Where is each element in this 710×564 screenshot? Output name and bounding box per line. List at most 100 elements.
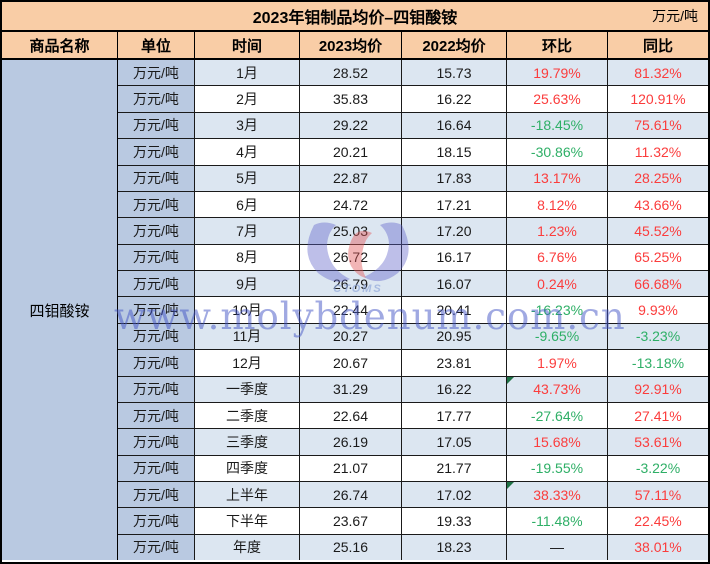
table-row: 万元/吨 8月 26.72 16.17 6.76% 65.25% bbox=[118, 244, 708, 271]
col-header-yoy: 同比 bbox=[642, 37, 673, 55]
col-header-avg-2022: 2022均价 bbox=[402, 32, 507, 58]
cell-avg-2022: 18.15 bbox=[402, 139, 507, 165]
table-rows: 万元/吨 1月 28.52 15.73 19.79% 81.32% 万元/吨 2… bbox=[118, 60, 708, 561]
cell-avg-2023: 20.67 bbox=[300, 350, 402, 376]
cell-avg-2023: 21.07 bbox=[300, 455, 402, 481]
cell-period: 年度 bbox=[195, 534, 300, 561]
cell-yoy: 120.91% bbox=[630, 91, 686, 108]
table-title-bar: 2023年钼制品均价–四钼酸铵 万元/吨 bbox=[2, 2, 708, 32]
cell-avg-2022: 18.23 bbox=[402, 534, 507, 561]
cell-period: 四季度 bbox=[195, 455, 300, 481]
product-name-cell: 四钼酸铵 bbox=[2, 60, 118, 560]
cell-unit: 万元/吨 bbox=[118, 297, 195, 323]
cell-mom: 1.23% bbox=[507, 218, 608, 244]
cell-avg-2023: 31.29 bbox=[300, 376, 402, 402]
cell-avg-2022: 16.22 bbox=[402, 86, 507, 112]
table-header-row: 商品名称 单位 时间 2023均价 2022均价 环比 同比 bbox=[2, 32, 708, 60]
cell-mom: -16.23% bbox=[507, 297, 608, 323]
table-row: 万元/吨 2月 35.83 16.22 25.63% 120.91% bbox=[118, 86, 708, 113]
cell-avg-2022: 23.81 bbox=[402, 350, 507, 376]
cell-mom: -9.65% bbox=[507, 323, 608, 350]
cell-avg-2023: 26.19 bbox=[300, 429, 402, 455]
cell-yoy: 57.11% bbox=[608, 482, 708, 508]
table-row: 万元/吨 四季度 21.07 21.77 -19.55% -3.22% bbox=[118, 455, 708, 482]
cell-mom: 1.97% bbox=[507, 350, 608, 376]
table-row: 万元/吨 三季度 26.19 17.05 15.68% 53.61% bbox=[118, 429, 708, 456]
cell-unit: 万元/吨 bbox=[118, 86, 195, 112]
cell-yoy: 92.91% bbox=[608, 376, 708, 402]
cell-avg-2023: 25.03 bbox=[300, 218, 402, 244]
cell-period: 4月 bbox=[195, 139, 300, 165]
cell-mom: -27.64% bbox=[507, 402, 608, 429]
col-header-product: 商品名称 bbox=[2, 32, 118, 58]
table-row: 万元/吨 年度 25.16 18.23 — 38.01% bbox=[118, 534, 708, 561]
table-row: 万元/吨 7月 25.03 17.20 1.23% 45.52% bbox=[118, 218, 708, 245]
cell-avg-2022: 15.73 bbox=[402, 60, 507, 86]
cell-period: 11月 bbox=[195, 323, 300, 350]
table-row: 万元/吨 下半年 23.67 19.33 -11.48% 22.45% bbox=[118, 508, 708, 535]
cell-mom-with-note-marker: 38.33% bbox=[507, 482, 608, 508]
cell-period: 一季度 bbox=[195, 376, 300, 402]
cell-avg-2022: 20.41 bbox=[402, 297, 507, 323]
cell-avg-2023: 28.52 bbox=[300, 60, 402, 86]
table-row: 万元/吨 二季度 22.64 17.77 -27.64% 27.41% bbox=[118, 402, 708, 430]
cell-avg-2022: 20.95 bbox=[402, 323, 507, 350]
table-row: 万元/吨 4月 20.21 18.15 -30.86% 11.32% bbox=[118, 139, 708, 166]
col-header-unit: 单位 bbox=[118, 32, 195, 58]
cell-avg-2023: 35.83 bbox=[300, 86, 402, 112]
cell-avg-2023: 26.72 bbox=[300, 244, 402, 270]
cell-mom: -11.48% bbox=[507, 508, 608, 534]
cell-avg-2022: 17.21 bbox=[402, 191, 507, 218]
cell-yoy: 53.61% bbox=[608, 429, 708, 455]
cell-avg-2022: 17.02 bbox=[402, 482, 507, 508]
cell-unit: 万元/吨 bbox=[118, 482, 195, 508]
cell-period: 三季度 bbox=[195, 429, 300, 455]
cell-period: 二季度 bbox=[195, 402, 300, 429]
cell-unit: 万元/吨 bbox=[118, 112, 195, 139]
cell-mom: — bbox=[507, 534, 608, 561]
cell-unit: 万元/吨 bbox=[118, 534, 195, 561]
table-row: 万元/吨 12月 20.67 23.81 1.97% -13.18% bbox=[118, 350, 708, 377]
cell-yoy: 75.61% bbox=[608, 112, 708, 139]
cell-yoy: 45.52% bbox=[608, 218, 708, 244]
cell-period: 8月 bbox=[195, 244, 300, 270]
cell-avg-2023: 29.22 bbox=[300, 112, 402, 139]
table-row: 万元/吨 10月 22.44 20.41 -16.23% 9.93% bbox=[118, 297, 708, 324]
cell-period: 12月 bbox=[195, 350, 300, 376]
cell-avg-2023: 22.87 bbox=[300, 165, 402, 191]
col-header-avg-2023: 2023均价 bbox=[300, 32, 402, 58]
cell-mom: 25.63% bbox=[507, 86, 608, 112]
cell-unit: 万元/吨 bbox=[118, 218, 195, 244]
cell-yoy: 81.32% bbox=[608, 60, 708, 86]
cell-avg-2022: 21.77 bbox=[402, 455, 507, 481]
cell-yoy: 38.01% bbox=[608, 534, 708, 561]
cell-mom: -30.86% bbox=[507, 139, 608, 165]
cell-unit: 万元/吨 bbox=[118, 376, 195, 402]
cell-period: 2月 bbox=[195, 86, 300, 112]
cell-yoy: -3.22% bbox=[635, 460, 681, 477]
cell-mom-with-note-marker: 43.73% bbox=[507, 376, 608, 402]
cell-avg-2023: 22.44 bbox=[300, 297, 402, 323]
col-header-mom: 环比 bbox=[507, 32, 608, 58]
cell-period: 10月 bbox=[195, 297, 300, 323]
cell-mom: -19.55% bbox=[507, 455, 608, 481]
cell-avg-2022: 16.17 bbox=[402, 244, 507, 270]
cell-avg-2023: 26.74 bbox=[300, 482, 402, 508]
table-row: 万元/吨 1月 28.52 15.73 19.79% 81.32% bbox=[118, 60, 708, 87]
cell-avg-2022: 16.64 bbox=[402, 112, 507, 139]
cell-avg-2022: 17.20 bbox=[402, 218, 507, 244]
table-row: 万元/吨 上半年 26.74 17.02 38.33% 57.11% bbox=[118, 482, 708, 509]
cell-yoy: 43.66% bbox=[634, 196, 682, 213]
cell-yoy: -3.23% bbox=[608, 323, 708, 350]
cell-mom: 6.76% bbox=[507, 244, 608, 270]
cell-avg-2023: 20.21 bbox=[300, 139, 402, 165]
table-row: 万元/吨 5月 22.87 17.83 13.17% 28.25% bbox=[118, 165, 708, 192]
cell-unit: 万元/吨 bbox=[118, 244, 195, 270]
cell-period: 1月 bbox=[195, 60, 300, 86]
cell-yoy: 65.25% bbox=[634, 249, 682, 266]
cell-unit: 万元/吨 bbox=[118, 508, 195, 534]
cell-avg-2023: 25.16 bbox=[300, 534, 402, 561]
cell-avg-2022: 16.07 bbox=[402, 271, 507, 297]
cell-yoy: 66.68% bbox=[608, 271, 708, 297]
cell-yoy: 11.32% bbox=[634, 143, 682, 160]
